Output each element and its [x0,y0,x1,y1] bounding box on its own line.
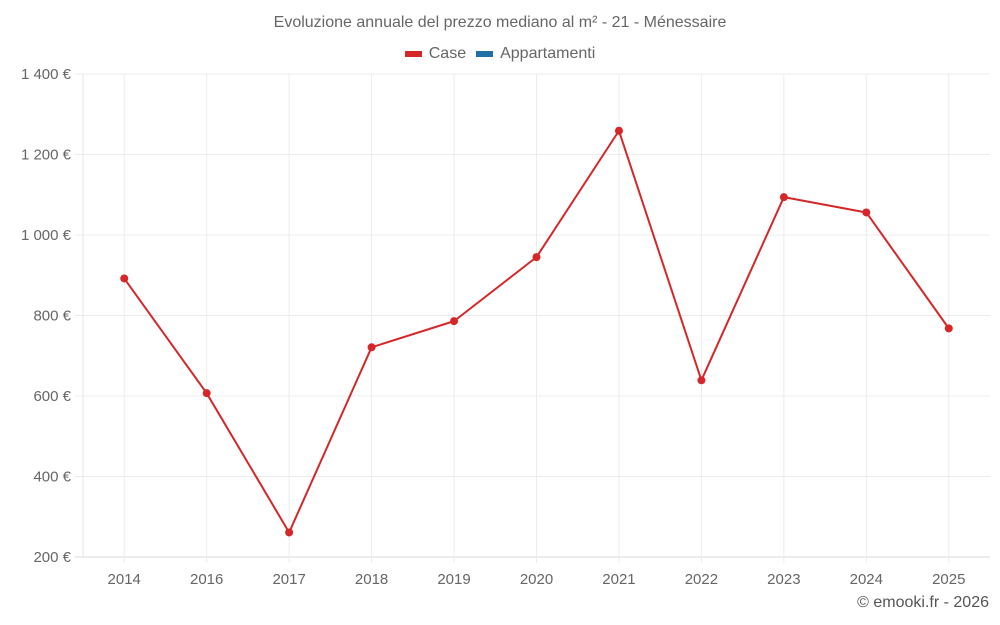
y-axis: 200 € 400 € 600 € 800 € 1 000 € 1 200 € 1 400 … [21,66,72,566]
data-point[interactable] [614,126,623,135]
x-tick-label: 2014 [108,571,141,588]
chart-title: Evoluzione annuale del prezzo mediano al… [273,14,727,31]
y-tick-label: 400 € [33,469,71,486]
x-tick-label: 2022 [685,571,718,588]
data-point[interactable] [944,324,953,333]
y-tick-label: 1 400 € [21,66,72,83]
data-point[interactable] [697,376,706,385]
x-tick-label: 2016 [190,571,223,588]
data-point[interactable] [862,208,871,217]
y-tick-label: 200 € [33,549,71,566]
y-tick-label: 1 000 € [21,227,72,244]
legend-item-appartamenti[interactable]: Appartamenti [476,45,595,63]
data-point[interactable] [285,528,294,537]
legend-swatch-appartamenti [476,51,494,57]
x-tick-label: 2023 [767,571,800,588]
x-tick-label: 2021 [602,571,635,588]
x-tick-label: 2018 [355,571,388,588]
x-tick-label: 2024 [850,571,883,588]
x-tick-label: 2020 [520,571,553,588]
y-tick-label: 1 200 € [21,147,72,164]
x-tick-label: 2017 [272,571,305,588]
copyright-credit: © emooki.fr - 2026 [857,594,989,611]
data-point[interactable] [779,193,788,202]
data-point[interactable] [532,253,541,262]
data-point[interactable] [367,343,376,352]
x-axis: 2014 2016 2017 2018 2019 2020 2021 2022 2023 2024… [108,571,966,588]
legend: Case Appartamenti [0,45,1000,63]
legend-label-case: Case [428,45,467,62]
grid [75,73,990,563]
x-tick-label: 2025 [932,571,965,588]
legend-item-case[interactable]: Case [404,45,467,63]
series-case [120,126,953,537]
data-point[interactable] [450,317,459,326]
legend-label-appartamenti: Appartamenti [500,45,596,62]
data-point[interactable] [120,274,129,283]
y-tick-label: 800 € [33,308,71,325]
data-point[interactable] [202,389,211,398]
legend-swatch-case [404,51,422,57]
x-tick-label: 2019 [437,571,470,588]
y-tick-label: 600 € [33,388,71,405]
